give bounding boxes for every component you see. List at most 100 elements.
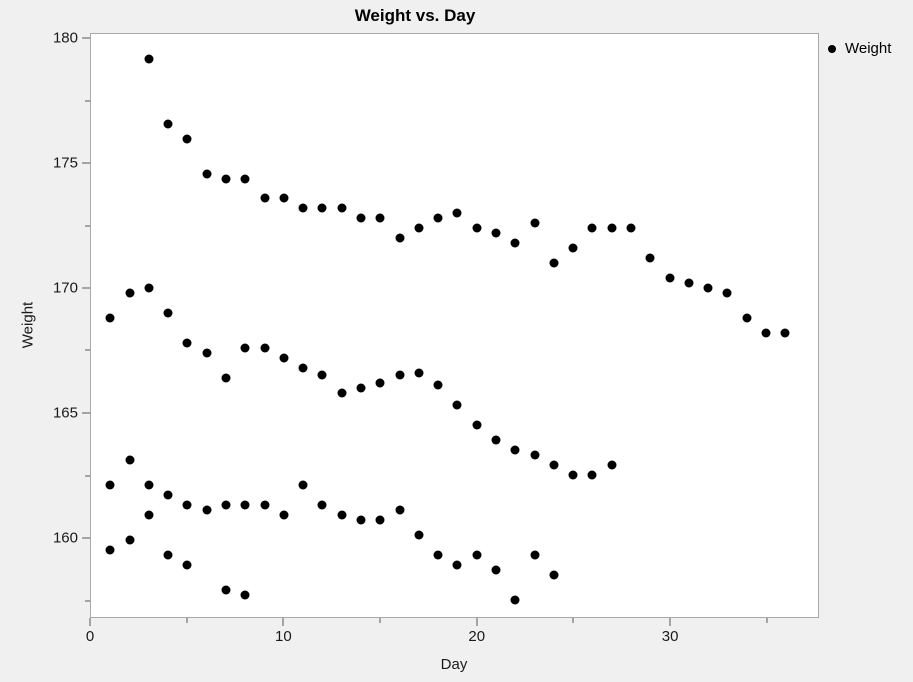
- data-point: [260, 343, 270, 353]
- data-point: [317, 500, 327, 510]
- y-axis-label: Weight: [19, 301, 37, 349]
- data-point: [491, 228, 501, 238]
- data-point: [105, 545, 115, 555]
- x-major-tick: [669, 618, 671, 626]
- x-major-tick: [476, 618, 478, 626]
- data-point: [510, 445, 520, 455]
- data-point: [395, 370, 405, 380]
- data-point: [761, 328, 771, 338]
- data-point: [163, 119, 173, 129]
- data-point: [240, 174, 250, 183]
- data-point: [144, 54, 154, 64]
- data-point: [414, 368, 424, 378]
- data-point: [221, 373, 231, 383]
- data-point: [317, 203, 327, 213]
- data-point: [163, 308, 173, 318]
- data-point: [703, 283, 713, 293]
- data-point: [375, 378, 385, 388]
- y-major-tick: [82, 162, 90, 164]
- data-point: [105, 480, 115, 490]
- data-point: [317, 370, 327, 380]
- legend-label: Weight: [845, 40, 892, 57]
- data-point: [607, 460, 617, 470]
- data-point: [530, 450, 540, 460]
- data-point: [182, 560, 192, 570]
- y-major-tick: [82, 412, 90, 414]
- data-point: [240, 590, 250, 600]
- x-minor-tick: [766, 618, 768, 623]
- data-point: [530, 550, 540, 560]
- data-point: [298, 363, 308, 373]
- x-minor-tick: [572, 618, 574, 623]
- data-point: [221, 500, 231, 510]
- data-point: [780, 328, 790, 338]
- legend: Weight: [828, 40, 891, 57]
- data-point: [607, 223, 617, 233]
- data-point: [568, 243, 578, 253]
- data-point: [260, 500, 270, 510]
- data-point: [356, 383, 366, 393]
- plot-area: [90, 33, 819, 618]
- y-minor-tick: [85, 349, 90, 351]
- data-point: [221, 585, 231, 595]
- data-point: [684, 278, 694, 288]
- data-point: [144, 510, 154, 520]
- data-point: [549, 570, 559, 580]
- data-point: [472, 550, 482, 560]
- data-point: [240, 343, 250, 353]
- y-minor-tick: [85, 100, 90, 101]
- data-point: [375, 515, 385, 525]
- data-point: [549, 460, 559, 470]
- data-point: [549, 258, 559, 268]
- data-point: [510, 595, 520, 605]
- x-tick-label: 0: [85, 628, 95, 645]
- x-minor-tick: [379, 618, 381, 623]
- data-point: [472, 420, 482, 430]
- data-point: [182, 500, 192, 510]
- y-tick-label: 175: [52, 154, 78, 172]
- data-point: [337, 510, 347, 520]
- data-point: [395, 505, 405, 515]
- data-point: [433, 213, 443, 223]
- data-point: [221, 174, 231, 183]
- data-point: [202, 505, 212, 515]
- data-point: [452, 560, 462, 570]
- data-point: [742, 313, 752, 323]
- data-point: [414, 223, 424, 233]
- data-point: [144, 283, 154, 293]
- data-point: [356, 213, 366, 223]
- x-major-tick: [282, 618, 284, 626]
- data-point: [125, 535, 135, 545]
- data-point: [240, 500, 250, 510]
- data-point: [182, 134, 192, 144]
- data-point: [452, 208, 462, 218]
- data-point: [626, 223, 636, 233]
- y-tick-label: 180: [52, 29, 78, 47]
- data-point: [587, 470, 597, 480]
- data-point: [105, 313, 115, 323]
- data-point: [530, 218, 540, 228]
- y-minor-tick: [85, 600, 90, 601]
- plot-region: 160 165 170 175 180 0 10 20 30: [53, 29, 819, 645]
- data-point: [260, 193, 270, 203]
- data-point: [279, 193, 289, 203]
- data-point: [279, 353, 289, 363]
- y-tick-label: 165: [52, 404, 78, 422]
- y-major-tick: [82, 287, 90, 289]
- y-tick-label: 160: [52, 529, 78, 547]
- data-point: [202, 348, 212, 358]
- data-point: [163, 490, 173, 500]
- legend-marker-icon: [828, 44, 836, 53]
- data-point: [298, 480, 308, 490]
- y-minor-tick: [85, 225, 90, 226]
- data-point: [433, 380, 443, 390]
- y-major-tick: [82, 37, 90, 39]
- data-point: [163, 550, 173, 560]
- y-major-tick: [82, 537, 90, 539]
- data-point: [665, 273, 674, 283]
- data-point: [375, 213, 385, 223]
- data-point: [414, 530, 424, 540]
- data-point: [491, 435, 501, 445]
- chart-title: Weight vs. Day: [354, 6, 476, 25]
- data-point: [568, 470, 578, 480]
